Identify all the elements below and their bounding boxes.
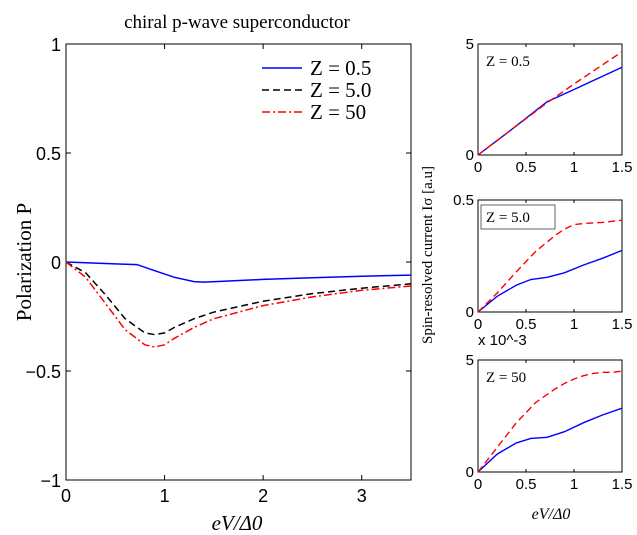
x-tick-label: 0.5 (516, 476, 537, 493)
x-tick-label: 1.5 (612, 159, 633, 176)
panel-annotation: Z = 50 (486, 370, 526, 386)
axes-frame (477, 359, 623, 473)
series-line-s0 (477, 249, 623, 313)
x-tick-label: 1.5 (612, 476, 633, 493)
x-tick-label: 0.5 (516, 159, 537, 176)
x-tick-label: 1 (160, 486, 170, 506)
axes-frame (477, 199, 623, 313)
y-tick-label: −1 (40, 471, 61, 491)
x-tick-label: 0 (474, 316, 482, 333)
scale-factor-label: x 10^-3 (478, 332, 527, 349)
y-tick-label: 0 (51, 253, 61, 273)
panel-side3: 0 0.5 1 1.5 5 0 Z = 50 (466, 352, 633, 493)
y-tick-label: −0.5 (25, 362, 61, 382)
y-tick-label: 0 (466, 304, 474, 321)
side-y-axis-label: Spin-resolved current Iσ [a.u] (420, 166, 436, 344)
main-x-axis-label: eV/Δ0 (212, 511, 263, 535)
panel-main: 0 1 2 3 1 0.5 0 −0.5 −1 (25, 35, 412, 506)
annotation-box (480, 204, 556, 230)
x-tick-label: 0 (474, 476, 482, 493)
y-tick-label: 5 (466, 352, 474, 369)
x-tick-label: 0 (474, 159, 482, 176)
series-line-s1 (477, 370, 623, 473)
y-tick-label: 0.5 (453, 192, 474, 209)
series-line-s1 (477, 219, 623, 313)
series-line-z-5-0 (65, 261, 412, 336)
panel-side1: 0 0.5 1 1.5 5 0 Z = 0.5 (466, 36, 633, 176)
series-line-s1 (477, 51, 623, 156)
legend-entry-label: Z = 5.0 (310, 78, 371, 102)
legend: Z = 0.5Z = 5.0Z = 50 (262, 56, 371, 124)
panel-annotation: Z = 0.5 (486, 54, 530, 70)
x-tick-label: 1 (570, 476, 578, 493)
legend-entry-label: Z = 50 (310, 100, 366, 124)
series-line-z-50 (65, 261, 412, 348)
main-chart-title: chiral p-wave superconductor (124, 12, 350, 33)
x-tick-label: 1 (570, 159, 578, 176)
x-tick-label: 1 (570, 316, 578, 333)
x-tick-label: 0 (61, 486, 71, 506)
y-tick-label: 5 (466, 36, 474, 53)
main-y-axis-label: Polarization P (12, 203, 36, 321)
x-tick-label: 0.5 (516, 316, 537, 333)
y-tick-label: 1 (51, 35, 61, 55)
x-tick-label: 2 (258, 486, 268, 506)
side-x-axis-label: eV/Δ0 (532, 506, 571, 523)
y-tick-label: 0.5 (36, 144, 61, 164)
y-tick-label: 0 (466, 464, 474, 481)
x-tick-label: 3 (357, 486, 367, 506)
legend-entry-label: Z = 0.5 (310, 56, 371, 80)
panel-annotation: Z = 5.0 (486, 210, 530, 226)
axes-frame (477, 43, 623, 156)
series-line-s0 (477, 66, 623, 156)
series-line-s0 (477, 407, 623, 473)
x-tick-label: 1.5 (612, 316, 633, 333)
y-tick-label: 0 (466, 147, 474, 164)
panel-side2: 0 0.5 1 1.5 0.5 0 Z = 5.0 (453, 192, 632, 333)
series-line-z-0-5 (65, 261, 412, 283)
